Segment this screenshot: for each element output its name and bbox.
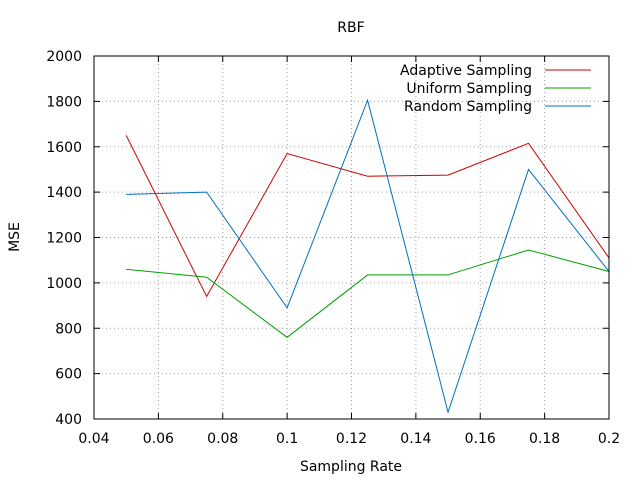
y-tick-label: 600 <box>55 367 82 383</box>
legend-label-uniform-sampling: Uniform Sampling <box>406 81 532 97</box>
grid-lines <box>94 56 609 419</box>
x-tick-label: 0.2 <box>598 431 620 447</box>
axis-ticks: 0.04 0.06 0.08 0.1 0.12 0.14 0.16 0.18 0.2 400 600… <box>46 49 620 447</box>
x-tick-label: 0.1 <box>276 431 298 447</box>
y-tick-label: 1600 <box>46 140 82 156</box>
plot-frame <box>93 55 610 420</box>
series-line-random-sampling <box>126 98 610 414</box>
x-tick-label: 0.12 <box>336 431 367 447</box>
y-tick-label: 1800 <box>46 94 82 110</box>
x-tick-label: 0.08 <box>207 431 238 447</box>
y-tick-label: 800 <box>55 321 82 337</box>
y-tick-label: 1400 <box>46 185 82 201</box>
x-tick-label: 0.16 <box>465 431 496 447</box>
legend-label-adaptive-sampling: Adaptive Sampling <box>400 63 532 79</box>
y-tick-label: 1200 <box>46 231 82 247</box>
y-tick-label: 400 <box>55 412 82 428</box>
legend-label-random-sampling: Random Sampling <box>404 99 532 115</box>
series-line-uniform-sampling <box>126 249 610 338</box>
x-tick-label: 0.14 <box>400 431 431 447</box>
y-tick-label: 1000 <box>46 276 82 292</box>
y-tick-label: 2000 <box>46 49 82 65</box>
series-lines <box>125 98 610 414</box>
x-tick-label: 0.04 <box>78 431 109 447</box>
x-tick-label: 0.06 <box>143 431 174 447</box>
y-axis-title: MSE <box>7 222 23 252</box>
series-line-adaptive-sampling <box>125 135 610 298</box>
chart-title: RBF <box>337 20 364 36</box>
legend: Adaptive Sampling Uniform Sampling Random … <box>400 63 591 115</box>
x-axis-title: Sampling Rate <box>300 459 402 475</box>
x-tick-label: 0.18 <box>529 431 560 447</box>
